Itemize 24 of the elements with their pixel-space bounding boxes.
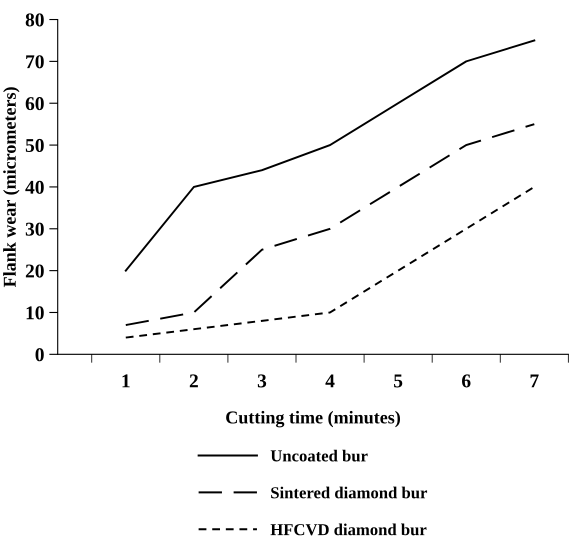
y-tick-label: 30 — [26, 222, 44, 236]
y-tick-label: 20 — [26, 264, 44, 278]
x-tick-label: 1 — [122, 374, 130, 388]
line-series — [124, 39, 536, 272]
x-tick-label: 7 — [530, 374, 539, 388]
y-tick-label: 10 — [26, 306, 44, 320]
line-series — [124, 186, 536, 339]
y-tick-label: 80 — [26, 13, 44, 26]
y-tick-label: 50 — [26, 138, 44, 152]
x-tick-label: 3 — [258, 374, 266, 388]
x-tick-label: 4 — [325, 374, 335, 388]
x-tick-label: 5 — [394, 374, 402, 388]
x-tick-label: 2 — [190, 374, 198, 388]
legend-label: HFCVD diamond bur — [270, 524, 426, 536]
y-tick-label: 60 — [26, 97, 44, 110]
y-tick-label: 40 — [25, 180, 44, 194]
y-tick-label: 0 — [36, 348, 44, 362]
x-tick-label: 6 — [462, 374, 471, 388]
x-axis-title: Cutting time (minutes) — [226, 410, 400, 428]
y-tick-label: 70 — [26, 55, 44, 68]
line-series — [124, 123, 536, 326]
legend-label: Sintered diamond bur — [271, 486, 428, 498]
legend-label: Uncoated bur — [270, 450, 368, 462]
y-axis-title: Flank wear (micrometers) — [3, 87, 20, 288]
